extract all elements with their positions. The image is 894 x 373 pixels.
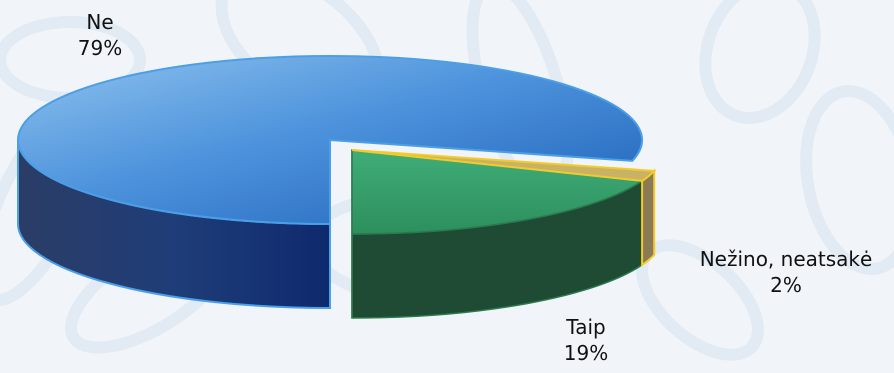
slice-ne	[17, 55, 643, 310]
slice-label-ne: Ne 79%	[52, 9, 148, 61]
slice-nezino-top	[351, 149, 657, 182]
slice-label-taip: Taip 19%	[538, 314, 634, 366]
slice-nezino	[351, 149, 657, 267]
value-label-taip: 19%	[563, 341, 609, 365]
category-label-nezino: Nežino, neatsakė	[699, 247, 873, 271]
category-label-taip: Taip	[566, 315, 606, 339]
slice-taip	[351, 149, 645, 319]
slice-taip-top	[351, 149, 645, 235]
value-label-nezino: 2%	[770, 273, 802, 297]
category-label-ne: Ne	[86, 10, 114, 34]
background-swirl	[800, 85, 894, 275]
slice-ne-top	[17, 55, 643, 226]
slice-label-nezino: Nežino, neatsakė 2%	[686, 246, 886, 298]
slice-nezino-side	[641, 168, 656, 267]
value-label-ne: 79%	[77, 36, 123, 60]
